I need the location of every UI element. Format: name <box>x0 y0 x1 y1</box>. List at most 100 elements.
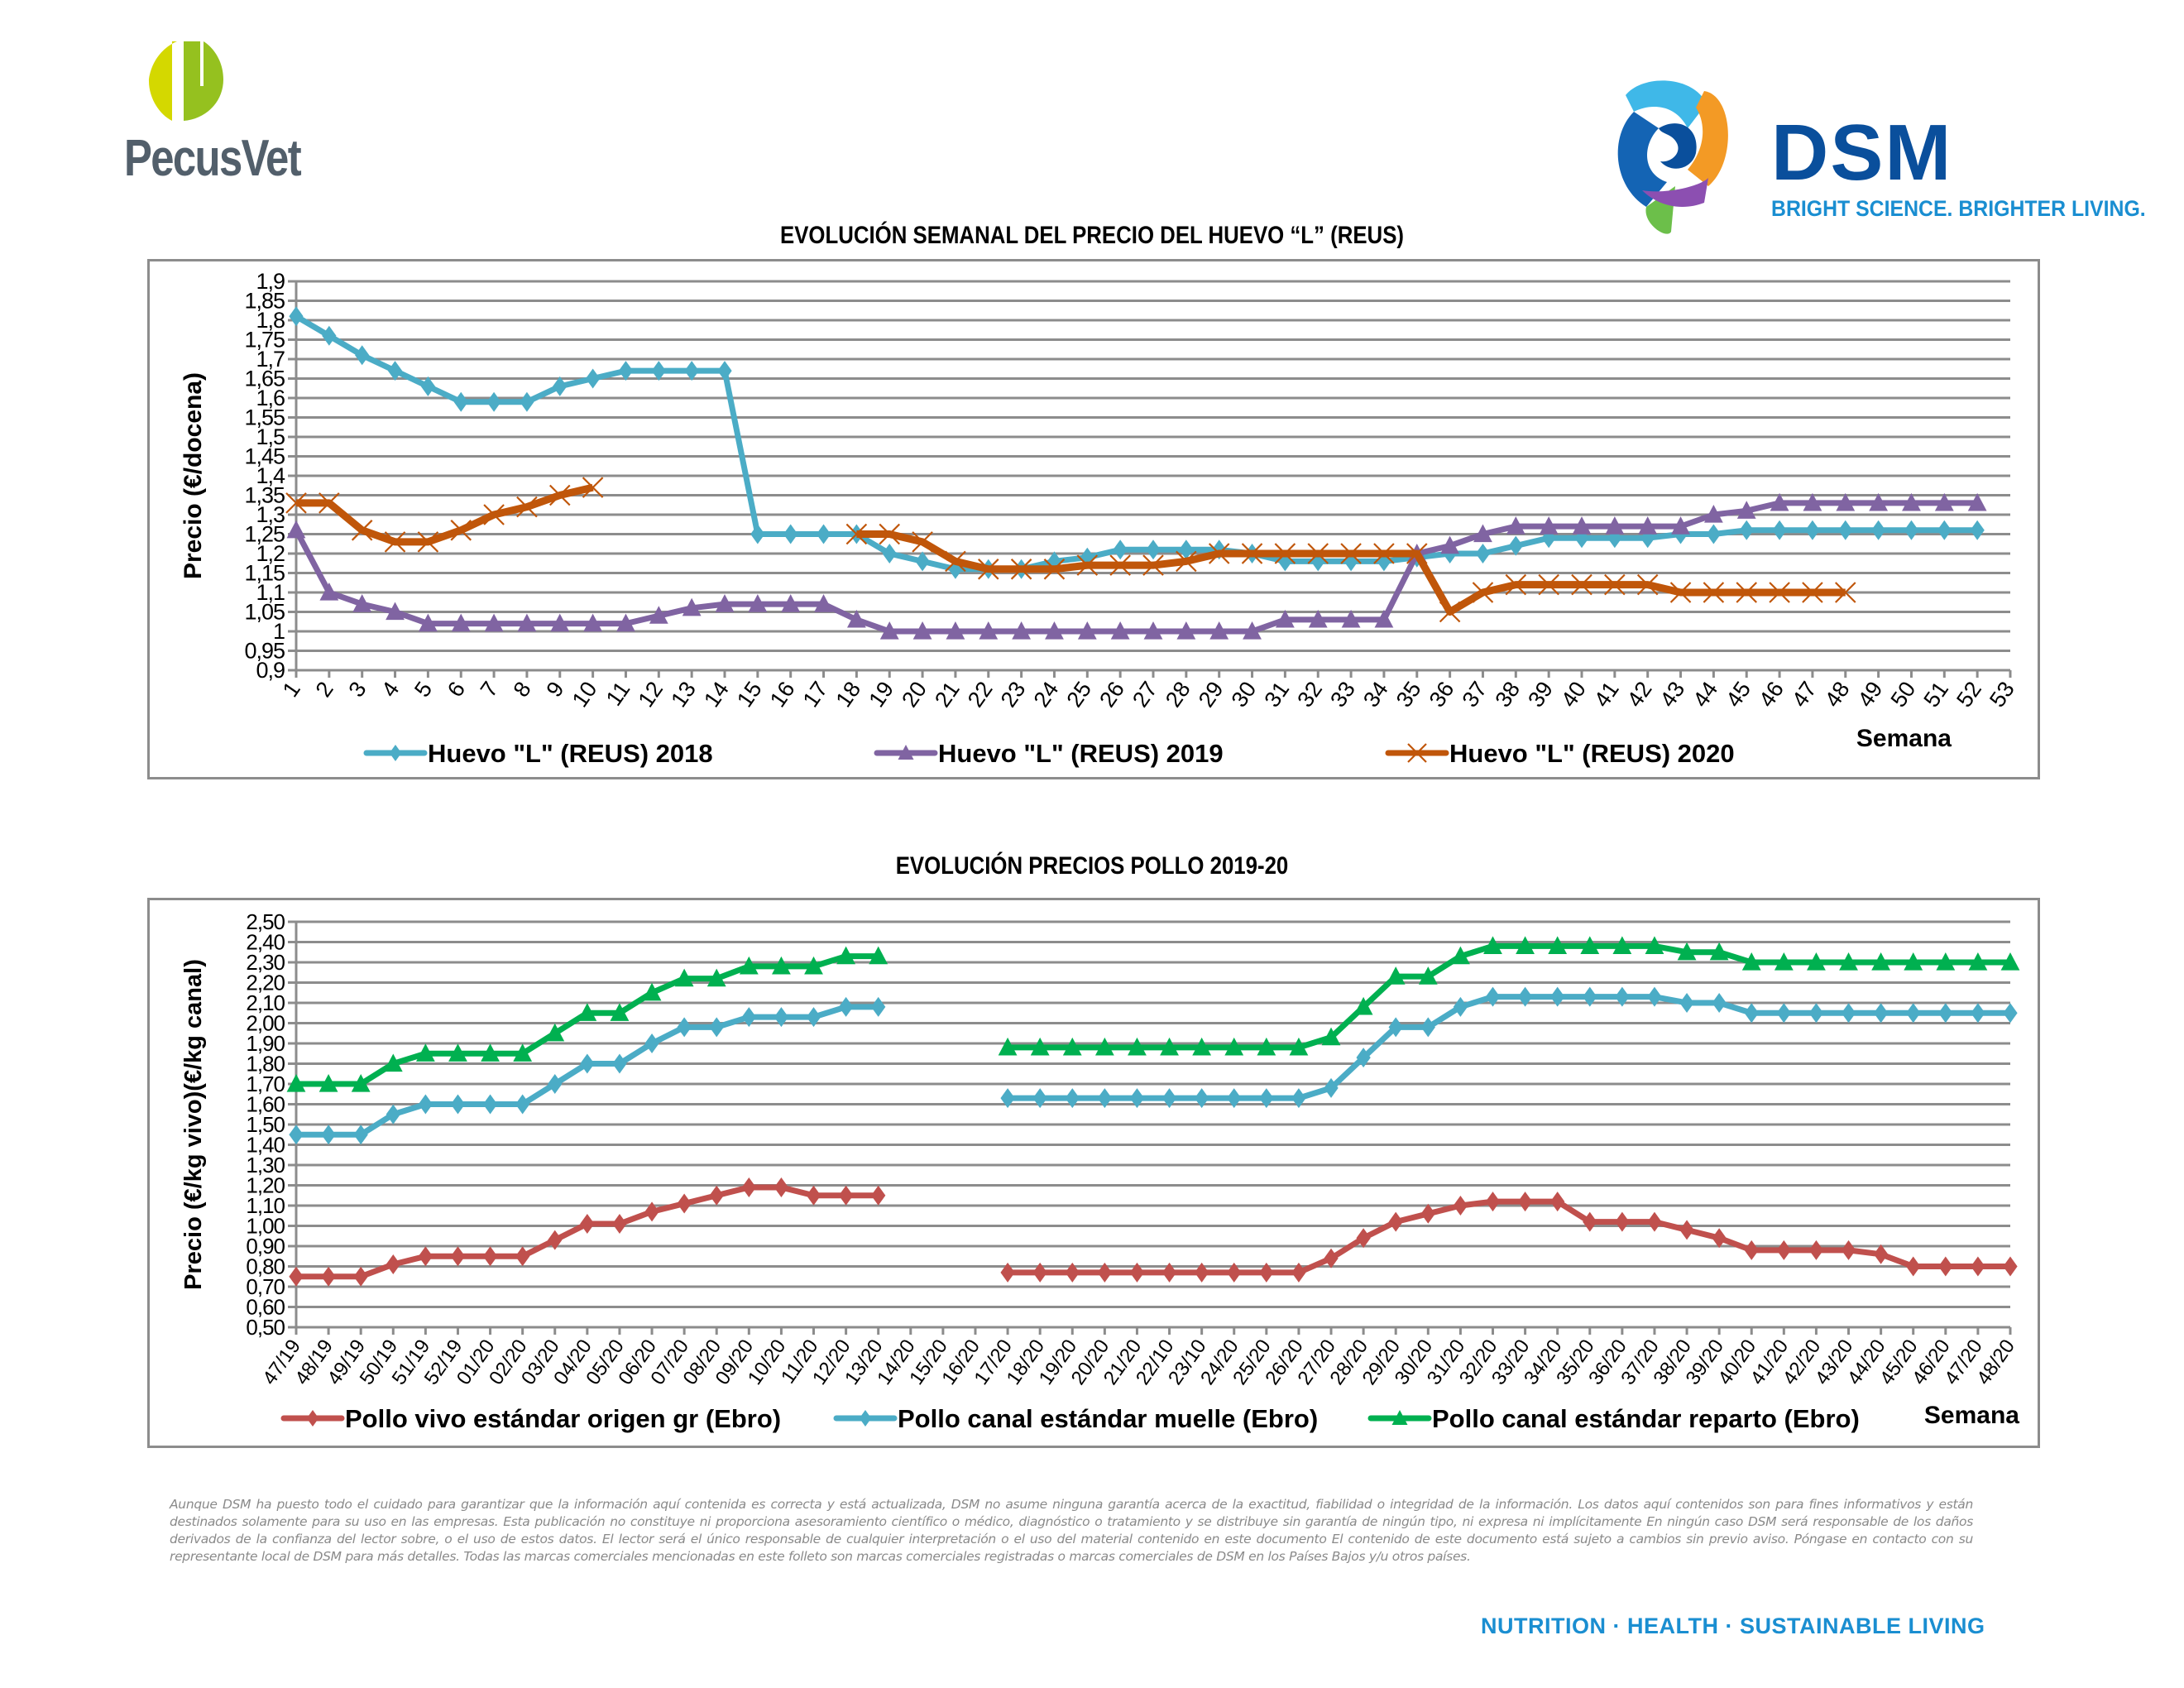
y-tick-label: 2,00 <box>246 1011 285 1036</box>
y-tick-label: 2,20 <box>246 971 285 995</box>
data-point <box>1485 1192 1501 1212</box>
data-point <box>418 1094 433 1115</box>
data-point <box>580 1053 595 1074</box>
data-point <box>448 1043 467 1062</box>
data-point <box>1209 621 1229 640</box>
data-point <box>717 361 732 381</box>
y-tick-label: 1,50 <box>246 1112 285 1137</box>
data-point <box>915 551 930 572</box>
legend-marker-icon <box>1391 1410 1408 1425</box>
data-point <box>1308 609 1328 628</box>
data-point <box>286 1074 306 1092</box>
data-point <box>1227 1262 1242 1283</box>
data-point <box>417 531 439 553</box>
x-tick-label: 2 <box>311 677 338 702</box>
data-point <box>1671 516 1690 535</box>
data-point <box>481 1043 500 1062</box>
x-tick-label: 15 <box>732 677 767 712</box>
x-tick-label: 37 <box>1458 677 1492 712</box>
data-point <box>352 594 372 612</box>
data-point <box>513 1043 533 1062</box>
data-point <box>644 1033 659 1053</box>
x-tick-label: 34 <box>1358 677 1393 712</box>
data-point <box>1834 582 1856 603</box>
dsm-tagline: BRIGHT SCIENCE. BRIGHTER LIVING. <box>1771 196 2146 221</box>
data-point <box>912 621 932 640</box>
x-tick-label: 33 <box>1325 677 1360 712</box>
y-tick-label: 1,90 <box>246 1031 285 1056</box>
x-tick-label: 4 <box>376 677 404 702</box>
data-point <box>1224 1037 1244 1056</box>
data-point <box>1805 520 1820 540</box>
data-point <box>1143 621 1163 640</box>
y-tick-label: 1,7 <box>256 347 285 372</box>
y-tick-label: 1,9 <box>256 269 285 294</box>
y-tick-label: 0,60 <box>246 1295 285 1320</box>
data-point <box>1870 520 1886 540</box>
data-point <box>1324 1077 1339 1098</box>
data-point <box>610 1003 630 1021</box>
y-tick-label: 0,50 <box>246 1315 285 1340</box>
data-point <box>706 968 726 987</box>
data-point <box>1516 936 1535 954</box>
y-axis-label: Precio (€/kg vivo)(€/kg canal) <box>180 959 207 1290</box>
legend-label: Huevo "L" (REUS) 2020 <box>1449 739 1735 768</box>
data-point <box>1243 621 1262 640</box>
data-point <box>814 594 833 612</box>
legend-label: Pollo vivo estándar origen gr (Ebro) <box>345 1404 781 1433</box>
data-point <box>741 1177 756 1197</box>
data-point <box>1227 1088 1242 1109</box>
data-point <box>1703 505 1723 523</box>
x-tick-label: 7 <box>476 677 503 702</box>
data-point <box>453 391 468 412</box>
x-tick-label: 18 <box>831 677 865 712</box>
data-point <box>715 594 735 612</box>
data-point <box>450 1094 466 1115</box>
data-point <box>1647 1211 1662 1232</box>
data-point <box>1450 946 1470 965</box>
data-point <box>879 621 899 640</box>
series-3 <box>286 936 2020 1092</box>
data-point <box>838 996 854 1017</box>
data-point <box>1712 1228 1727 1249</box>
y-tick-label: 1,55 <box>244 405 285 430</box>
data-point <box>580 1214 595 1235</box>
series-1 <box>289 306 1985 579</box>
data-point <box>1208 543 1230 564</box>
x-tick-label: 38 <box>1490 677 1525 712</box>
data-point <box>1420 1017 1435 1038</box>
data-point <box>1808 1240 1824 1260</box>
x-tick-label: 1 <box>278 677 305 702</box>
legend-marker-icon <box>389 745 402 761</box>
data-point <box>1802 582 1823 603</box>
y-tick-label: 1,35 <box>244 483 285 508</box>
data-point <box>748 594 768 612</box>
data-point <box>387 361 403 381</box>
data-point <box>1259 1262 1274 1283</box>
data-point <box>1774 952 1794 971</box>
data-point <box>1321 1027 1341 1046</box>
data-point <box>1604 573 1626 596</box>
data-point <box>2003 1003 2018 1024</box>
data-point <box>1373 543 1395 564</box>
data-point <box>1841 1003 1856 1024</box>
x-tick-label: 24 <box>1029 677 1064 712</box>
x-tick-label: 22 <box>963 677 998 712</box>
data-point <box>642 982 662 1001</box>
data-point <box>1971 1003 1985 1024</box>
x-tick-label: 41 <box>1589 677 1624 712</box>
data-point <box>1703 582 1725 603</box>
data-point <box>1769 582 1790 603</box>
data-point <box>318 1074 338 1092</box>
x-tick-label: 13 <box>666 677 701 712</box>
data-point <box>1669 582 1692 603</box>
data-point <box>1937 520 1952 540</box>
pecusvet-p-icon <box>149 41 223 121</box>
x-tick-label: 36 <box>1425 677 1459 712</box>
x-tick-label: 47 <box>1787 677 1822 712</box>
pecusvet-wordmark: PecusVet <box>124 130 302 187</box>
data-point <box>450 1246 466 1267</box>
data-point <box>1291 1088 1306 1109</box>
y-tick-label: 0,70 <box>246 1274 285 1299</box>
data-point <box>871 996 886 1017</box>
